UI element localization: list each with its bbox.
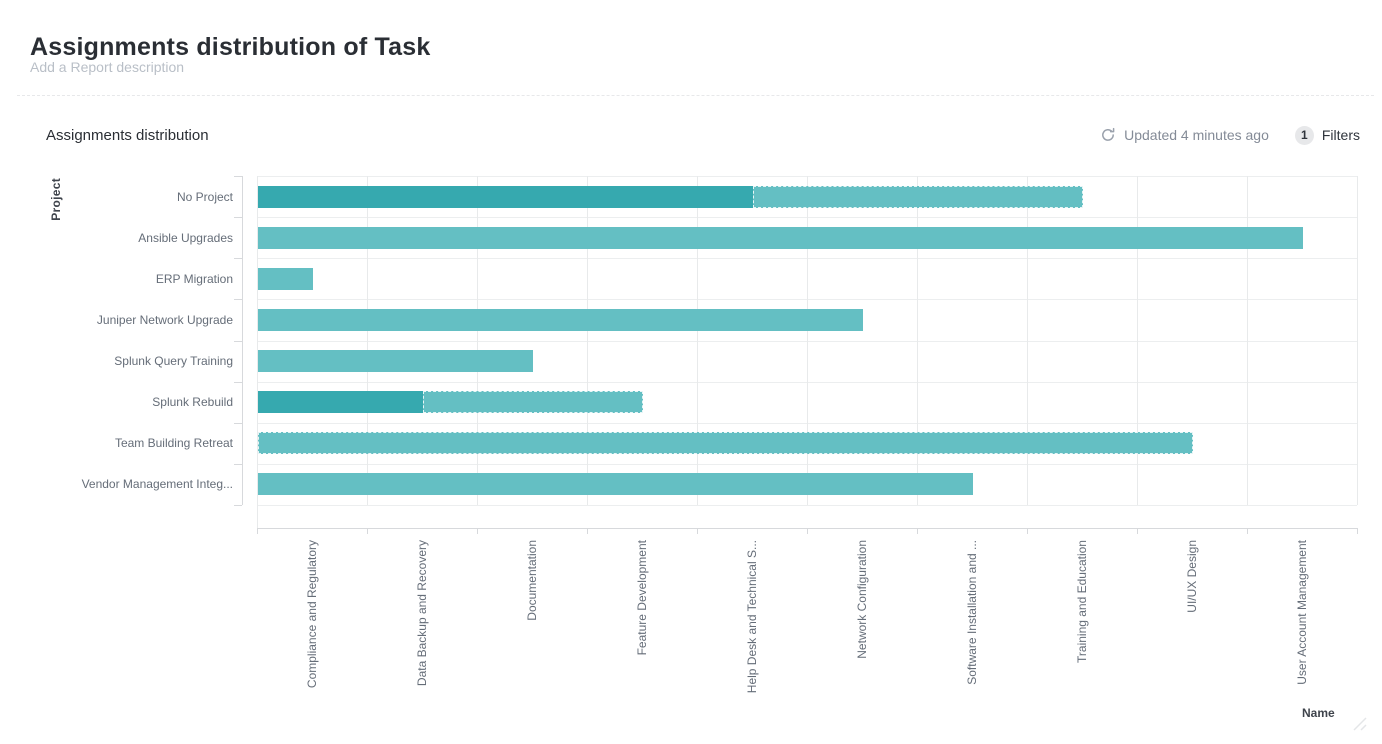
x-tick-label: UI/UX Design [1185, 540, 1199, 613]
x-tick-label: Training and Education [1075, 540, 1089, 663]
gridline-vertical [477, 176, 478, 505]
bar-row [258, 473, 973, 496]
widget-title: Assignments distribution [46, 127, 209, 144]
x-axis-tick [1027, 528, 1028, 534]
refresh-control[interactable]: Updated 4 minutes ago [1100, 127, 1269, 143]
widget-resize-handle[interactable] [1346, 710, 1368, 737]
assignments-distribution-chart: Project Name No Project Ansible Upgrades E… [0, 160, 1382, 744]
gridline-vertical [697, 176, 698, 505]
y-axis-tick [234, 505, 242, 506]
x-axis-tick [697, 528, 698, 534]
updated-status: Updated 4 minutes ago [1124, 127, 1269, 143]
gridline-vertical [367, 176, 368, 505]
gridline-horizontal [257, 505, 1357, 506]
y-tick-label: Vendor Management Integ... [81, 477, 233, 492]
bar-segment-light[interactable] [753, 185, 1083, 208]
filters-count-badge[interactable]: 1 [1294, 125, 1314, 145]
y-tick-label: Splunk Rebuild [152, 395, 233, 410]
y-axis-tick [234, 340, 242, 342]
y-axis-line [242, 176, 243, 505]
x-axis-tick [257, 528, 258, 534]
bar-segment-light[interactable] [423, 391, 643, 414]
x-axis-tick [367, 528, 368, 534]
bar-segment-light[interactable] [258, 308, 863, 331]
x-tick-label: Software Installation and ... [965, 540, 979, 685]
x-tick-label: Compliance and Regulatory [305, 540, 319, 689]
gridline-vertical [1027, 176, 1028, 505]
bar-row [258, 267, 313, 290]
x-tick-label: Documentation [525, 540, 539, 621]
gridline-vertical [1357, 176, 1358, 505]
gridline-vertical [807, 176, 808, 505]
gridline-vertical [1247, 176, 1248, 505]
y-axis-tick [234, 463, 242, 465]
bar-segment-light[interactable] [258, 226, 1303, 249]
y-tick-label: ERP Migration [155, 271, 233, 286]
x-tick-label: Network Configuration [855, 540, 869, 659]
bar-row [258, 226, 1303, 249]
y-axis-tick [234, 422, 242, 424]
x-tick-label: User Account Management [1295, 540, 1309, 685]
y-axis-tick [234, 299, 242, 301]
bar-row [258, 185, 1083, 208]
x-axis-line [257, 528, 1357, 529]
y-axis-tick [234, 381, 242, 383]
x-axis-tick [477, 528, 478, 534]
gridline-vertical [257, 176, 258, 505]
gridline-vertical [917, 176, 918, 505]
widget-actions: Updated 4 minutes ago 1 Filters [1100, 124, 1360, 146]
bar-row [258, 391, 643, 414]
bar-segment-light[interactable] [258, 473, 973, 496]
axis-corner-connector [257, 505, 258, 528]
bar-segment-light[interactable] [258, 267, 313, 290]
x-axis-tick [1137, 528, 1138, 534]
gridline-vertical [587, 176, 588, 505]
y-tick-label: Splunk Query Training [114, 354, 233, 369]
bar-segment-dark[interactable] [258, 185, 753, 208]
x-tick-label: Help Desk and Technical S... [745, 540, 759, 694]
gridline-vertical [1137, 176, 1138, 505]
x-axis-tick [917, 528, 918, 534]
x-axis-name: Name [1302, 706, 1335, 720]
bar-row [258, 350, 533, 373]
x-axis-tick [587, 528, 588, 534]
filters-button[interactable]: 1 Filters [1294, 125, 1360, 145]
report-title[interactable]: Assignments distribution of Task [30, 32, 431, 61]
y-tick-label: Ansible Upgrades [138, 230, 233, 245]
x-axis-tick [1247, 528, 1248, 534]
x-tick-label: Data Backup and Recovery [415, 540, 429, 687]
header-divider [17, 95, 1374, 96]
x-axis-tick [807, 528, 808, 534]
y-axis-tick [234, 258, 242, 260]
y-tick-label: Juniper Network Upgrade [96, 312, 233, 327]
x-tick-label: Feature Development [635, 540, 649, 656]
refresh-icon[interactable] [1100, 127, 1116, 143]
filters-label[interactable]: Filters [1321, 127, 1360, 143]
bar-segment-dark[interactable] [258, 391, 423, 414]
bar-row [258, 308, 863, 331]
y-axis-tick [234, 176, 242, 177]
bar-segment-light[interactable] [258, 350, 533, 373]
bar-segment-light[interactable] [258, 432, 1193, 455]
y-tick-label: Team Building Retreat [114, 436, 233, 451]
x-axis-tick [1357, 528, 1358, 534]
bar-row [258, 432, 1193, 455]
report-description-placeholder[interactable]: Add a Report description [30, 59, 185, 75]
y-axis-tick [234, 217, 242, 219]
y-tick-label: No Project [176, 189, 233, 204]
